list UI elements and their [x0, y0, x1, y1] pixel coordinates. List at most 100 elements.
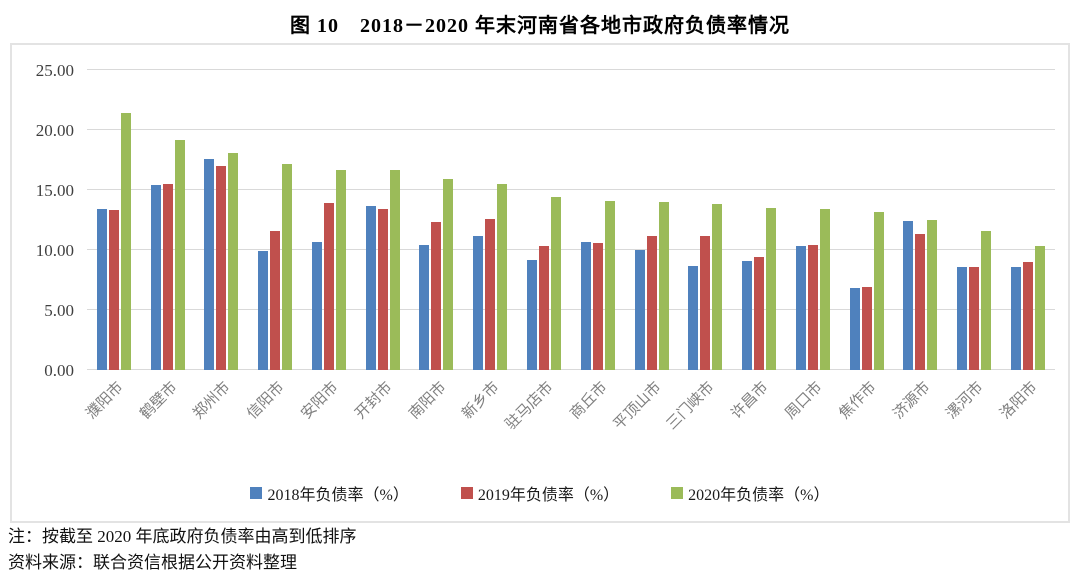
- bar: [927, 220, 938, 370]
- bar: [389, 169, 400, 370]
- bar-group: [688, 70, 723, 370]
- chart-frame: 0.00 5.00 10.00 15.00 20.00 25.00 濮阳市 鹤壁市 郑州市 信阳…: [10, 43, 1070, 523]
- y-axis-tick-label: 0.00: [44, 361, 74, 380]
- bar-group: [258, 70, 293, 370]
- bar-group: [795, 70, 830, 370]
- bar: [551, 197, 561, 370]
- bar-group: [311, 70, 346, 370]
- legend-item: 2019年负债率（%）: [460, 481, 620, 505]
- bar: [228, 152, 239, 370]
- legend-label: 2018年负债率（%）: [267, 487, 409, 504]
- y-axis-tick-label: 10.00: [35, 241, 74, 260]
- bar: [807, 245, 818, 370]
- x-axis-category-label: 驻马店市: [502, 379, 557, 434]
- bar: [604, 200, 615, 370]
- note-sort-order: 注：按截至 2020 年底政府负债率由高到低排序: [8, 527, 357, 546]
- legend-label: 2020年负债率（%）: [688, 487, 830, 504]
- gridline: [87, 369, 1055, 370]
- x-axis-category-label: 濮阳市: [83, 379, 127, 423]
- x-axis-category-label: 济源市: [890, 379, 934, 423]
- gridline: [87, 69, 1055, 70]
- gridline: [87, 249, 1055, 250]
- figure-notes: 注：按截至 2020 年底政府负债率由高到低排序 资料来源：联合资信根据公开资料…: [8, 524, 357, 577]
- y-axis-tick-label: 20.00: [35, 121, 74, 140]
- x-axis-category-label: 洛阳市: [997, 379, 1041, 423]
- gridline: [87, 189, 1055, 190]
- x-axis-category-label: 漯河市: [943, 379, 987, 423]
- bar: [527, 259, 537, 370]
- bar-group: [527, 70, 561, 370]
- bar-group: [419, 70, 454, 370]
- bar: [957, 266, 968, 370]
- bar: [915, 234, 926, 370]
- bar: [688, 265, 699, 370]
- bar: [335, 169, 346, 370]
- bar: [580, 241, 591, 370]
- bar-groups: [87, 70, 1055, 370]
- x-axis-category-label: 商丘市: [567, 379, 611, 423]
- bar: [162, 184, 173, 370]
- bar: [431, 222, 442, 370]
- bar: [108, 210, 119, 370]
- bar: [1010, 266, 1021, 370]
- bar: [646, 235, 657, 370]
- bar: [377, 209, 388, 370]
- bar: [742, 260, 753, 370]
- bar: [981, 230, 992, 370]
- x-axis-category-label: 开封市: [352, 379, 396, 423]
- figure-title: 图 10 2018－2020 年末河南省各地市政府负债率情况: [290, 15, 790, 37]
- bar: [204, 158, 215, 370]
- legend-item: 2020年负债率（%）: [671, 481, 830, 505]
- bar-group: [634, 70, 669, 370]
- legend-item: 2018年负债率（%）: [250, 481, 409, 505]
- bar-group: [473, 70, 508, 370]
- bar: [365, 205, 376, 370]
- bar: [258, 251, 269, 370]
- bar: [658, 202, 669, 370]
- bar: [419, 245, 430, 370]
- bar: [592, 242, 603, 370]
- bar: [216, 166, 227, 370]
- legend: 2018年负债率（%） 2019年负债率（%） 2020年负债率（%）: [12, 481, 1068, 505]
- bar: [120, 113, 131, 370]
- bar: [443, 179, 454, 370]
- bar: [1034, 246, 1045, 370]
- bar: [795, 246, 806, 370]
- x-axis-category-label: 焦作市: [836, 379, 880, 423]
- bar-group: [96, 70, 131, 370]
- bar-group: [580, 70, 615, 370]
- bar: [861, 287, 872, 370]
- bar: [311, 241, 322, 370]
- x-axis-category-label: 新乡市: [459, 379, 503, 423]
- bar: [96, 209, 107, 370]
- bar: [323, 203, 334, 370]
- bar-group: [365, 70, 400, 370]
- bar: [903, 221, 914, 370]
- bar: [485, 218, 496, 370]
- x-axis-category-label: 郑州市: [190, 379, 235, 423]
- y-axis-tick-label: 5.00: [44, 301, 74, 320]
- legend-swatch: [460, 487, 473, 499]
- x-axis-category-label: 安阳市: [298, 379, 342, 423]
- gridline: [87, 309, 1055, 310]
- legend-swatch: [250, 487, 263, 499]
- bar: [819, 209, 830, 370]
- bar: [473, 235, 484, 370]
- plot-area: [87, 69, 1055, 370]
- legend-swatch: [671, 487, 684, 499]
- note-data-source: 资料来源：联合资信根据公开资料整理: [8, 553, 297, 573]
- bar: [150, 185, 161, 370]
- bar: [174, 139, 185, 370]
- bar: [539, 246, 549, 370]
- x-axis-category-label: 南阳市: [406, 379, 450, 423]
- legend-label: 2019年负债率（%）: [477, 487, 620, 504]
- x-axis-category-label: 信阳市: [244, 379, 288, 423]
- bar-group: [903, 70, 938, 370]
- bar-group: [849, 70, 884, 370]
- bar-group: [1010, 70, 1045, 370]
- bar: [849, 288, 860, 370]
- bar-group: [957, 70, 992, 370]
- bar: [270, 230, 281, 370]
- bar-group: [204, 70, 239, 370]
